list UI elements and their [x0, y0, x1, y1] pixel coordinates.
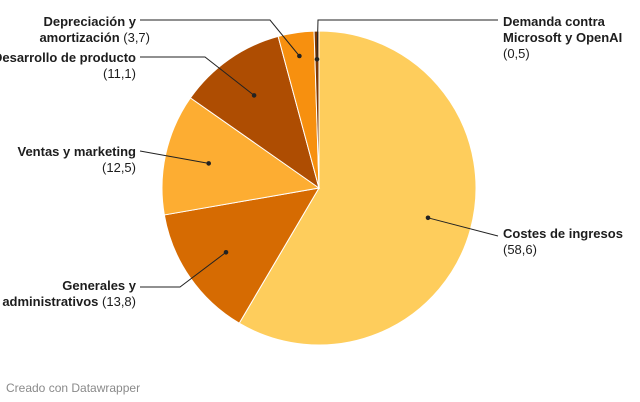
slice-label-depreciacion-line2: amortización (3,7)	[39, 30, 150, 45]
slice-label-desarrollo: Desarrollo de producto	[0, 50, 136, 65]
leader-line-1	[140, 251, 227, 288]
pie-slice-3	[189, 35, 320, 190]
leader-line-5	[316, 19, 498, 60]
slice-label-depreciacion-name: amortización	[39, 30, 119, 45]
slice-value-depreciacion: (3,7)	[123, 30, 150, 45]
leader-line-4	[140, 19, 300, 57]
leader-line-0	[427, 217, 499, 237]
leader-dot-1	[223, 250, 229, 255]
leader-line-2	[139, 150, 209, 164]
leader-dot-0	[425, 215, 431, 221]
leader-dot-3	[251, 93, 257, 98]
slice-label-demanda-line1: Demanda contra	[503, 14, 606, 29]
slice-label-costes: Costes de ingresos	[503, 226, 623, 241]
slice-value-desarrollo: (11,1)	[103, 66, 136, 81]
slice-value-generales: (13,8)	[102, 294, 136, 309]
slice-label-generales-line1: Generales y	[62, 278, 136, 293]
slice-label-demanda-line2: Microsoft y OpenAI	[503, 30, 622, 45]
leader-lines	[139, 19, 499, 288]
slice-labels: Demanda contra Microsoft y OpenAI (0,5) …	[0, 14, 623, 309]
leader-line-3	[140, 56, 255, 96]
slice-value-ventas: (12,5)	[102, 160, 136, 175]
slice-label-generales-name: administrativos	[2, 294, 98, 309]
credit-text: Creado con Datawrapper	[6, 381, 141, 395]
leader-dot-5	[314, 57, 320, 62]
pie-slices	[161, 30, 477, 346]
slice-label-generales-line2: administrativos (13,8)	[2, 294, 136, 309]
slice-label-depreciacion-line1: Depreciación y	[44, 14, 137, 29]
leader-dot-4	[297, 53, 302, 59]
slice-label-ventas: Ventas y marketing	[18, 144, 137, 159]
pie-slice-5	[313, 30, 320, 189]
slice-value-costes: (58,6)	[503, 242, 537, 257]
slice-value-demanda: (0,5)	[503, 46, 530, 61]
pie-slice-1	[163, 187, 320, 324]
leader-dot-2	[206, 161, 211, 166]
pie-slice-2	[161, 97, 321, 216]
